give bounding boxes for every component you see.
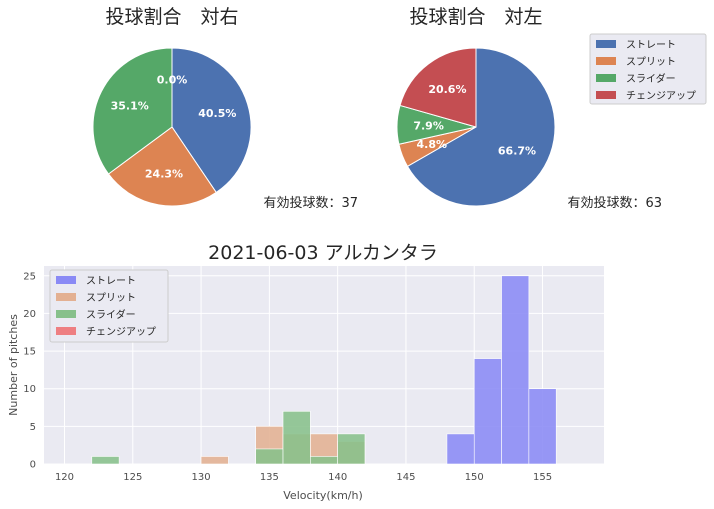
histogram-bars [91, 275, 557, 465]
hist-legend-label-split: スプリット [86, 292, 136, 304]
histogram-legend-frame [49, 269, 169, 343]
histogram-legend: ストレート スプリット スライダー チェンジアップ [49, 269, 169, 343]
hist-bar-straight [501, 275, 530, 465]
legend-label-changeup: チェンジアップ [626, 90, 696, 102]
x-axis-label: Velocity(km/h) [283, 489, 363, 502]
pie-legend: ストレート スプリット スライダー チェンジアップ [589, 33, 707, 105]
x-tick-label: 135 [260, 472, 279, 483]
pie-left-title: 投球割合 対左 [409, 6, 542, 28]
pie-left-slice-straight [406, 47, 556, 207]
hist-bar-slider [310, 456, 338, 465]
pie-left-pct-split: 4.8% [417, 138, 448, 151]
x-tick-label: 155 [533, 472, 552, 483]
pie-left-pct-straight: 66.7% [498, 145, 536, 158]
hist-bar-straight [528, 388, 557, 465]
y-tick-label: 0 [30, 460, 36, 471]
legend-swatch-split [596, 57, 616, 65]
y-tick-label: 20 [23, 309, 36, 320]
x-tick-labels: 120 125 130 135 140 145 150 155 [55, 472, 552, 483]
y-tick-label: 25 [23, 271, 36, 282]
hist-bar-slider [91, 456, 120, 465]
x-tick-label: 120 [55, 472, 74, 483]
y-axis-label: Number of pitches [7, 314, 20, 416]
hist-legend-swatch-split [56, 293, 76, 301]
histogram: 2021-06-03 アルカンタラ 120 125 130 135 140 145 150 1… [7, 242, 604, 502]
hist-bar-split [200, 456, 229, 465]
legend-label-slider: スライダー [626, 72, 676, 85]
legend-label-split: スプリット [626, 56, 676, 68]
y-tick-label: 5 [30, 422, 36, 433]
pie-right-slice-straight [171, 47, 252, 194]
hist-legend-swatch-straight [56, 276, 76, 284]
legend-label-straight: ストレート [626, 40, 676, 51]
pie-left-handed: 投球割合 対左 66.7% 4.8% 7.9% 20.6% 有効投球数：63 [396, 6, 662, 211]
pie-right-pct-slider: 35.1% [111, 100, 149, 113]
hist-bar-straight [446, 433, 475, 465]
x-tick-label: 125 [123, 472, 142, 483]
pie-left-slice-changeup [399, 47, 477, 128]
x-tick-label: 130 [192, 472, 211, 483]
pie-left-count: 有効投球数：63 [567, 195, 662, 211]
x-tick-label: 150 [465, 472, 484, 483]
pie-right-title: 投球割合 対右 [105, 6, 238, 28]
hist-bar-slider [282, 410, 311, 465]
hist-bar-slider [255, 448, 284, 465]
hist-bar-straight [473, 358, 502, 465]
hist-legend-label-straight: ストレート [86, 276, 136, 287]
pie-right-pct-changeup: 0.0% [157, 74, 188, 87]
hist-bar-slider [337, 433, 366, 465]
legend-swatch-straight [596, 40, 616, 48]
x-tick-label: 145 [396, 472, 415, 483]
hist-legend-swatch-changeup [56, 327, 76, 335]
hist-legend-swatch-slider [56, 310, 76, 318]
pie-right-slices: 40.5% 24.3% 35.1% 0.0% [92, 47, 252, 207]
pie-left-pct-slider: 7.9% [413, 120, 444, 133]
legend-swatch-slider [596, 74, 616, 82]
pie-right-handed: 投球割合 対右 40.5% 24.3% 35.1% 0.0% 有効投球数：37 [92, 6, 358, 211]
pie-right-pct-split: 24.3% [145, 168, 183, 181]
pie-left-slices: 66.7% 4.8% 7.9% 20.6% [396, 47, 556, 207]
pie-right-slice-split [107, 126, 217, 207]
pie-legend-frame [589, 33, 707, 105]
pie-right-slice-slider [92, 47, 173, 175]
histogram-title: 2021-06-03 アルカンタラ [208, 242, 438, 264]
hist-legend-label-slider: スライダー [86, 308, 136, 321]
y-tick-label: 15 [23, 347, 36, 358]
hist-legend-label-changeup: チェンジアップ [86, 326, 156, 338]
y-tick-labels: 0 5 10 15 20 25 [23, 271, 36, 470]
y-tick-label: 10 [23, 384, 36, 395]
pie-right-count: 有効投球数：37 [263, 195, 358, 211]
legend-swatch-changeup [596, 91, 616, 99]
pie-right-pct-straight: 40.5% [198, 107, 236, 120]
pie-left-pct-changeup: 20.6% [428, 83, 466, 96]
x-tick-label: 140 [328, 472, 347, 483]
